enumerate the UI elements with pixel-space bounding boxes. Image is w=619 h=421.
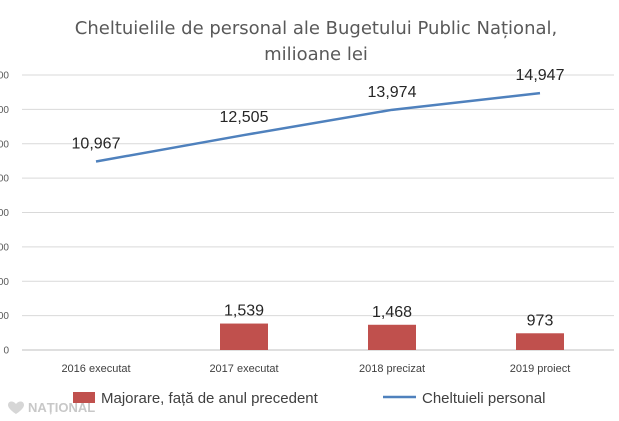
watermark: NAȚIONAL [8,400,95,415]
y-tick-label: 000 [0,242,9,253]
bar-data-label: 973 [527,312,554,329]
bar [516,333,564,350]
legend: Majorare, față de anul precedent Cheltui… [73,390,545,407]
y-tick-label: 0 [3,346,9,357]
line-data-label: 14,947 [516,67,565,84]
chart-title-line2: milioane lei [264,44,368,65]
x-axis-ticks: 2016 executat 2017 executat 2018 precizat 2… [61,363,570,375]
watermark-text: NAȚIONAL [28,400,95,415]
bar [368,324,416,350]
y-tick-label: 000 [0,105,9,116]
chart-title-line1: Cheltuielile de personal ale Bugetului P… [75,18,557,39]
line-data-label: 10,967 [72,136,121,153]
y-tick-label: 000 [0,174,9,185]
y-tick-label: 000 [0,311,9,322]
line-data-label: 13,974 [368,84,417,101]
line-series: 10,967 12,505 13,974 14,947 [72,67,565,163]
y-axis-ticks: 0000000000000000000000000 [0,71,9,357]
bar [220,323,268,350]
bar-data-label: 1,539 [224,303,264,320]
gridlines [22,74,614,351]
y-tick-label: 000 [0,71,9,82]
line-path [95,91,541,163]
bar-data-label: 1,468 [372,304,412,321]
x-tick-label: 2017 executat [209,363,278,375]
line-data-label: 12,505 [220,109,269,126]
y-tick-label: 000 [0,277,9,288]
y-tick-label: 000 [0,208,9,219]
x-tick-label: 2018 precizat [359,363,425,375]
legend-label-line: Cheltuieli personal [422,390,545,407]
bar-series: 1,539 1,468 973 [220,303,564,350]
legend-swatch-bars [73,392,95,403]
x-tick-label: 2019 proiect [510,363,571,375]
y-tick-label: 000 [0,139,9,150]
legend-label-bars: Majorare, față de anul precedent [101,390,319,407]
x-tick-label: 2016 executat [61,363,130,375]
heart-map-icon [8,401,24,414]
